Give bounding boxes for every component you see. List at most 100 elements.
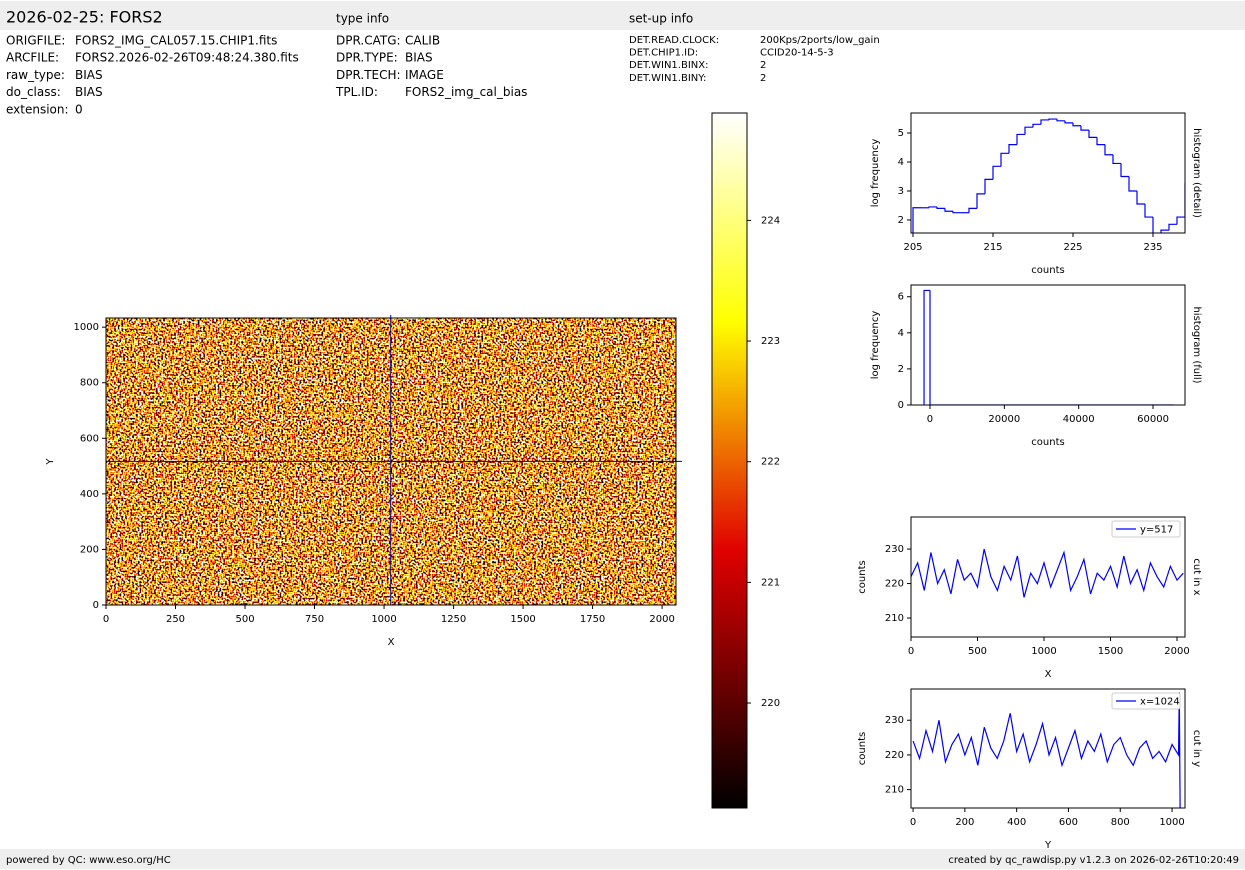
- info-key: DET.WIN1.BINX:: [629, 60, 709, 71]
- histogram-step: [1040, 119, 1049, 125]
- info-key: DPR.TYPE:: [336, 51, 398, 65]
- histogram-step: [1168, 223, 1177, 231]
- info-value: 2: [760, 73, 766, 84]
- histogram-step: [1016, 133, 1025, 145]
- y-tick-label: 3: [898, 186, 904, 197]
- info-key: ORIGFILE:: [6, 34, 65, 48]
- x-tick-label: 1250: [441, 614, 466, 625]
- histogram-step: [1136, 190, 1145, 205]
- histogram-step: [1048, 118, 1057, 120]
- x-tick-label: 1500: [510, 614, 535, 625]
- side-label: histogram (full): [1191, 306, 1202, 383]
- histogram-step: [976, 193, 985, 209]
- y-tick-label: 200: [80, 544, 99, 555]
- x-axis-label: Y: [1044, 840, 1052, 851]
- x-tick-label: 250: [166, 614, 185, 625]
- info-value: CCID20-14-5-3: [760, 48, 834, 59]
- info-value: BIAS: [75, 68, 103, 82]
- histogram-step: [1152, 217, 1154, 233]
- y-tick-label: 4: [898, 328, 904, 339]
- y-tick-label: 0: [898, 400, 904, 411]
- histogram-step: [923, 289, 930, 405]
- info-key: DET.READ.CLOCK:: [629, 35, 719, 46]
- legend-box: [1111, 692, 1181, 710]
- y-axis-label: Y: [45, 458, 56, 466]
- y-tick-label: 230: [885, 715, 904, 726]
- line-series: [912, 692, 1181, 808]
- x-tick-label: 40000: [1063, 414, 1095, 425]
- info-key: TPL.ID:: [335, 85, 378, 99]
- x-tick-label: 2000: [1164, 646, 1189, 657]
- histogram-step: [929, 290, 1174, 405]
- section-title: set-up info: [629, 12, 693, 26]
- colorbar-tick-label: 223: [761, 336, 780, 347]
- y-tick-label: 600: [80, 433, 99, 444]
- x-tick-label: 2000: [649, 614, 674, 625]
- axes-frame: [910, 112, 1186, 234]
- y-tick-label: 220: [885, 750, 904, 761]
- histogram-step: [1160, 229, 1169, 233]
- histogram-step: [912, 207, 921, 233]
- y-axis-label: counts: [857, 560, 868, 593]
- histogram-step: [1064, 120, 1073, 124]
- y-tick-label: 1000: [74, 322, 99, 333]
- side-label: histogram (detail): [1191, 128, 1202, 218]
- info-key: DET.CHIP1.ID:: [629, 48, 698, 59]
- histogram-step: [1000, 152, 1009, 167]
- x-tick-label: 205: [903, 242, 922, 253]
- y-axis-label: log frequency: [870, 311, 881, 380]
- axes-frame: [910, 284, 1186, 406]
- histogram-step: [1104, 144, 1113, 156]
- histogram-step: [1112, 154, 1121, 165]
- y-tick-label: 2: [898, 215, 904, 226]
- footer-left: powered by QC: www.eso.org/HC: [6, 855, 171, 866]
- y-tick-label: 210: [885, 613, 904, 624]
- plot-area: [923, 289, 1174, 405]
- y-tick-label: 210: [885, 785, 904, 796]
- colorbar-tick-label: 220: [761, 698, 780, 709]
- info-value: CALIB: [405, 34, 440, 48]
- x-tick-label: 0: [103, 614, 109, 625]
- histogram-step: [928, 206, 937, 208]
- line-series: [911, 548, 1184, 598]
- histogram-step: [1024, 126, 1033, 135]
- x-tick-label: 0: [910, 817, 916, 828]
- info-key: raw_type:: [6, 68, 65, 82]
- histogram-step: [952, 211, 961, 214]
- x-tick-label: 500: [235, 614, 254, 625]
- plot-area: [912, 692, 1181, 808]
- histogram-step: [1120, 163, 1129, 178]
- info-value: BIAS: [405, 51, 433, 65]
- colorbar: [711, 112, 748, 809]
- y-axis-label: counts: [857, 732, 868, 765]
- x-tick-label: 1000: [1159, 817, 1184, 828]
- x-tick-label: 500: [968, 646, 987, 657]
- info-value: BIAS: [75, 85, 103, 99]
- histogram-step: [1088, 130, 1097, 138]
- side-label: cut in x: [1191, 558, 1202, 595]
- plot-area: [911, 548, 1184, 598]
- info-value: 2: [760, 60, 766, 71]
- x-tick-label: 800: [1111, 817, 1130, 828]
- info-key: DPR.TECH:: [336, 68, 401, 82]
- histogram-step: [944, 208, 953, 212]
- info-value: 0: [75, 102, 83, 116]
- legend-label: x=1024: [1140, 697, 1180, 708]
- legend-label: y=517: [1140, 525, 1173, 536]
- histogram-step: [984, 178, 993, 194]
- plot-area: [912, 118, 1185, 233]
- info-key: do_class:: [6, 85, 61, 99]
- axes-frame: [910, 516, 1186, 638]
- info-key: extension:: [6, 102, 69, 116]
- x-tick-label: 1000: [371, 614, 396, 625]
- x-tick-label: 750: [305, 614, 324, 625]
- y-tick-label: 6: [898, 292, 904, 303]
- info-key: DPR.CATG:: [336, 34, 401, 48]
- y-tick-label: 400: [80, 489, 99, 500]
- info-value: IMAGE: [405, 68, 444, 82]
- side-label: cut in y: [1191, 730, 1202, 767]
- y-tick-label: 220: [885, 579, 904, 590]
- info-value: FORS2.2026-02-26T09:48:24.380.fits: [75, 51, 299, 65]
- x-tick-label: 235: [1143, 242, 1162, 253]
